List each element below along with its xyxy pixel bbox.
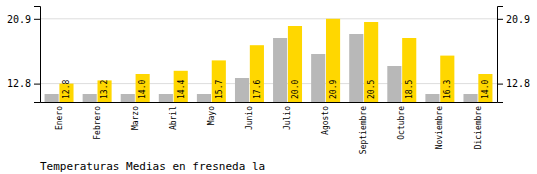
- tick: Noviembre: [435, 106, 444, 150]
- data-label: 20.5: [367, 80, 376, 99]
- tick-label: Abril: [169, 106, 178, 130]
- tick: Septiembre: [359, 106, 368, 154]
- chart: 12.8 13.2 14.0 14.4 15.7 17.6 20.0 20.9 20.5 18.5…: [0, 0, 537, 174]
- tick: 12.8: [7, 78, 40, 89]
- bar: [121, 94, 135, 102]
- tick: 20.9: [7, 13, 40, 24]
- y-axis-line: [34, 7, 41, 103]
- bar: [364, 22, 378, 102]
- title: Temperaturas Medias en fresneda la: [40, 160, 265, 173]
- tick-mark: [34, 84, 40, 85]
- bar: [136, 74, 150, 102]
- data-label: 16.3: [443, 80, 452, 99]
- tick-label: Diciembre: [474, 106, 483, 150]
- tick-label: Octubre: [397, 106, 406, 140]
- grid-line: [40, 18, 497, 19]
- data-label: 12.8: [62, 80, 71, 99]
- tick-label: Marzo: [131, 106, 140, 130]
- tick-label: 20.9: [7, 13, 31, 24]
- y2-axis: 12.8 20.9: [497, 7, 530, 103]
- tick-label: 12.8: [506, 78, 530, 89]
- tick: Febrero: [93, 106, 102, 140]
- bar: [83, 94, 97, 102]
- bar: [288, 26, 302, 102]
- bar: [235, 78, 249, 102]
- bar: [174, 71, 188, 102]
- bar: [212, 60, 226, 102]
- grid: [40, 19, 497, 84]
- bar: [387, 66, 401, 102]
- data-label: 15.7: [215, 80, 224, 99]
- bar: [349, 34, 363, 102]
- data-label: 14.0: [138, 80, 147, 99]
- tick-label: Agosto: [321, 106, 330, 135]
- bars: [45, 19, 493, 102]
- data-label: 20.0: [291, 80, 300, 99]
- tick-label: Septiembre: [359, 106, 368, 154]
- bar: [478, 74, 492, 102]
- bar: [45, 94, 59, 102]
- tick: Marzo: [131, 106, 140, 130]
- data-label: 17.6: [253, 80, 262, 99]
- tick-label: Mayo: [207, 106, 216, 125]
- bar: [250, 45, 264, 102]
- tick: Octubre: [397, 106, 406, 140]
- data-label: 14.4: [177, 80, 186, 99]
- y-axis: 12.8 20.9: [7, 7, 41, 103]
- data-label: 20.9: [329, 80, 338, 99]
- tick: Diciembre: [474, 106, 483, 150]
- bar: [197, 94, 211, 102]
- tick: Enero: [55, 106, 64, 130]
- bar: [425, 94, 439, 102]
- tick: Abril: [169, 106, 178, 130]
- tick: Julio: [283, 106, 292, 130]
- bar: [159, 94, 173, 102]
- bar-series: [59, 19, 492, 102]
- bar: [440, 56, 454, 102]
- bar-series: [45, 34, 478, 102]
- bar: [402, 38, 416, 102]
- tick-label: Noviembre: [435, 106, 444, 150]
- y2-axis-line: [498, 7, 504, 103]
- tick: Agosto: [321, 106, 330, 135]
- bar: [273, 38, 287, 102]
- tick-label: Enero: [55, 106, 64, 130]
- tick: Junio: [245, 106, 254, 130]
- bar: [463, 94, 477, 102]
- bar: [326, 19, 340, 102]
- tick-label: 12.8: [7, 78, 31, 89]
- tick: Mayo: [207, 106, 216, 125]
- data-label: 14.0: [481, 80, 490, 99]
- data-label: 18.5: [405, 80, 414, 99]
- tick: 20.9: [497, 13, 530, 24]
- tick-label: Junio: [245, 106, 254, 130]
- bar: [97, 80, 111, 102]
- tick-mark: [497, 84, 503, 85]
- bar: [311, 54, 325, 102]
- tick-label: Julio: [283, 106, 292, 130]
- x-axis-line: [41, 102, 498, 103]
- tick-label: Febrero: [93, 106, 102, 140]
- data-label: 13.2: [100, 80, 109, 99]
- tick-mark: [497, 19, 503, 20]
- x-axis: Enero Febrero Marzo Abril Mayo Junio Julio Agos…: [41, 103, 498, 155]
- tick-label: 20.9: [506, 13, 530, 24]
- tick: 12.8: [497, 78, 530, 89]
- data-labels: 12.8 13.2 14.0 14.4 15.7 17.6 20.0 20.9 20.5 18.5…: [62, 80, 490, 99]
- tick-mark: [34, 19, 40, 20]
